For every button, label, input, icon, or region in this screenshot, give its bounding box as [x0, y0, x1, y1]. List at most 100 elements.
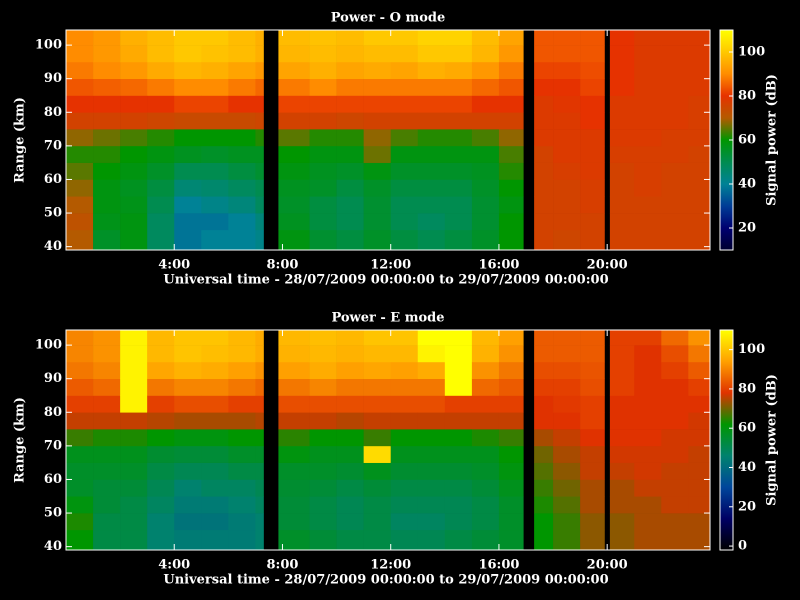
plot-frame — [65, 329, 711, 551]
cell — [336, 330, 364, 346]
cell — [93, 145, 121, 163]
cell — [278, 378, 310, 396]
cell — [120, 479, 148, 497]
cell — [444, 445, 473, 463]
cell — [363, 445, 392, 463]
cell — [417, 378, 446, 396]
cell — [66, 330, 94, 346]
cell — [147, 429, 175, 447]
cells — [66, 30, 710, 250]
cell — [228, 330, 256, 346]
cell — [688, 196, 710, 214]
cell — [553, 462, 581, 480]
cell — [580, 112, 605, 130]
y-tick-label: 60 — [44, 472, 62, 487]
cell — [336, 145, 364, 163]
colorbar-tick-label: 20 — [738, 499, 756, 514]
cell — [278, 462, 310, 480]
cell — [228, 229, 256, 250]
cell — [174, 129, 202, 147]
cell — [444, 479, 473, 497]
cell — [201, 513, 229, 531]
cell — [93, 462, 121, 480]
cell — [634, 462, 662, 480]
cell — [498, 213, 524, 231]
cell — [93, 61, 121, 80]
cell — [390, 429, 419, 447]
cell — [444, 30, 473, 46]
cell — [228, 213, 256, 231]
cell — [417, 112, 446, 130]
cell — [255, 129, 264, 147]
cell — [66, 45, 94, 63]
cell — [609, 45, 635, 63]
cell — [580, 429, 605, 447]
cell — [228, 529, 256, 550]
cell — [498, 395, 524, 413]
cell — [336, 129, 364, 147]
cell — [228, 445, 256, 463]
cell — [471, 513, 500, 531]
cell — [609, 229, 635, 250]
cell — [66, 529, 94, 550]
cell — [147, 45, 175, 63]
cell — [390, 529, 419, 550]
cell — [534, 395, 554, 413]
x-tick-label: 16:00 — [478, 258, 519, 273]
cell — [336, 479, 364, 497]
cell — [580, 361, 605, 380]
cell — [66, 112, 94, 130]
cell — [553, 229, 581, 250]
cell — [634, 479, 662, 497]
cell — [534, 179, 554, 197]
cell — [278, 145, 310, 163]
cell — [417, 179, 446, 197]
cell — [93, 496, 121, 514]
cell — [201, 61, 229, 80]
cell — [417, 513, 446, 531]
cell — [66, 95, 94, 113]
cell — [688, 330, 710, 346]
cell — [498, 179, 524, 197]
x-axis-label: Universal time - 28/07/2009 00:00:00 to … — [163, 273, 608, 288]
cell — [390, 229, 419, 250]
cell — [444, 345, 473, 363]
cell — [278, 330, 310, 346]
cell — [201, 30, 229, 46]
cell — [661, 513, 689, 531]
cell — [688, 145, 710, 163]
cell — [390, 95, 419, 113]
cell — [534, 95, 554, 113]
cell — [688, 345, 710, 363]
cell — [553, 445, 581, 463]
cell — [390, 445, 419, 463]
cell — [174, 529, 202, 550]
y-tick-label: 80 — [44, 405, 62, 420]
cell — [363, 162, 392, 180]
cell — [471, 412, 500, 430]
cell — [417, 345, 446, 363]
cell — [609, 345, 635, 363]
cell — [417, 529, 446, 550]
cell — [471, 229, 500, 250]
cell — [634, 429, 662, 447]
cell — [66, 513, 94, 531]
cell — [363, 196, 392, 214]
cell — [147, 112, 175, 130]
cell — [93, 378, 121, 396]
cell — [417, 145, 446, 163]
cell — [390, 496, 419, 514]
cell — [444, 395, 473, 413]
cell — [580, 229, 605, 250]
cell — [609, 361, 635, 380]
cell — [390, 78, 419, 96]
cell — [634, 78, 662, 96]
cell — [634, 213, 662, 231]
cell — [201, 496, 229, 514]
cell — [471, 429, 500, 447]
cell — [444, 330, 473, 346]
cell — [147, 345, 175, 363]
cell — [471, 479, 500, 497]
cell — [634, 179, 662, 197]
cell — [66, 345, 94, 363]
